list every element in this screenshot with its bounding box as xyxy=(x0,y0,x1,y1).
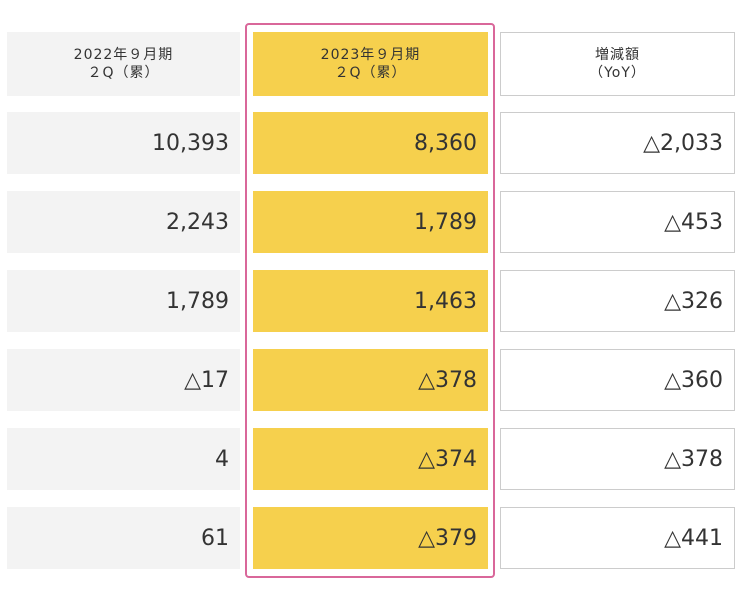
row-2-diff: △453 xyxy=(500,191,735,253)
row-6-curr: △379 xyxy=(253,507,488,569)
row-5-prev: 4 xyxy=(7,428,240,490)
header-diff-line1: 増減額 xyxy=(595,47,640,63)
row-5-diff: △378 xyxy=(500,428,735,490)
row-4-diff: △360 xyxy=(500,349,735,411)
row-4-curr: △378 xyxy=(253,349,488,411)
row-1-curr: 8,360 xyxy=(253,112,488,174)
header-prev-year-line1: 2022年９月期 xyxy=(73,47,174,63)
row-5-curr: △374 xyxy=(253,428,488,490)
row-2-curr: 1,789 xyxy=(253,191,488,253)
row-1-diff: △2,033 xyxy=(500,112,735,174)
header-curr-year-line2: ２Q（累） xyxy=(334,65,407,81)
row-2-prev: 2,243 xyxy=(7,191,240,253)
row-1-prev: 10,393 xyxy=(7,112,240,174)
row-3-curr: 1,463 xyxy=(253,270,488,332)
row-6-prev: 61 xyxy=(7,507,240,569)
row-3-prev: 1,789 xyxy=(7,270,240,332)
current-year-highlight-frame xyxy=(245,23,495,578)
header-prev-year-line2: ２Q（累） xyxy=(87,65,160,81)
header-diff: 増減額 （YoY） xyxy=(500,32,735,96)
header-curr-year-line1: 2023年９月期 xyxy=(320,47,421,63)
header-prev-year: 2022年９月期 ２Q（累） xyxy=(7,32,240,96)
row-4-prev: △17 xyxy=(7,349,240,411)
row-3-diff: △326 xyxy=(500,270,735,332)
header-curr-year: 2023年９月期 ２Q（累） xyxy=(253,32,488,96)
header-diff-line2: （YoY） xyxy=(589,65,646,81)
row-6-diff: △441 xyxy=(500,507,735,569)
